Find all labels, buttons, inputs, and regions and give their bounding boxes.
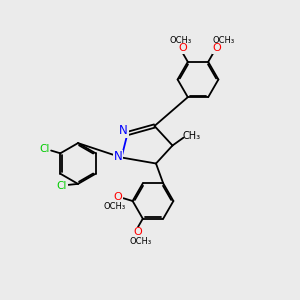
Text: O: O	[134, 227, 142, 237]
Text: CH₃: CH₃	[183, 130, 201, 141]
Text: Cl: Cl	[57, 181, 67, 191]
Text: O: O	[212, 44, 221, 53]
Text: O: O	[114, 192, 122, 202]
Text: N: N	[119, 124, 128, 137]
Text: Cl: Cl	[39, 144, 50, 154]
Text: OCH₃: OCH₃	[130, 237, 152, 246]
Text: OCH₃: OCH₃	[169, 36, 192, 45]
Text: OCH₃: OCH₃	[212, 36, 235, 45]
Text: O: O	[178, 44, 188, 53]
Text: OCH₃: OCH₃	[104, 202, 126, 211]
Text: N: N	[113, 150, 122, 164]
